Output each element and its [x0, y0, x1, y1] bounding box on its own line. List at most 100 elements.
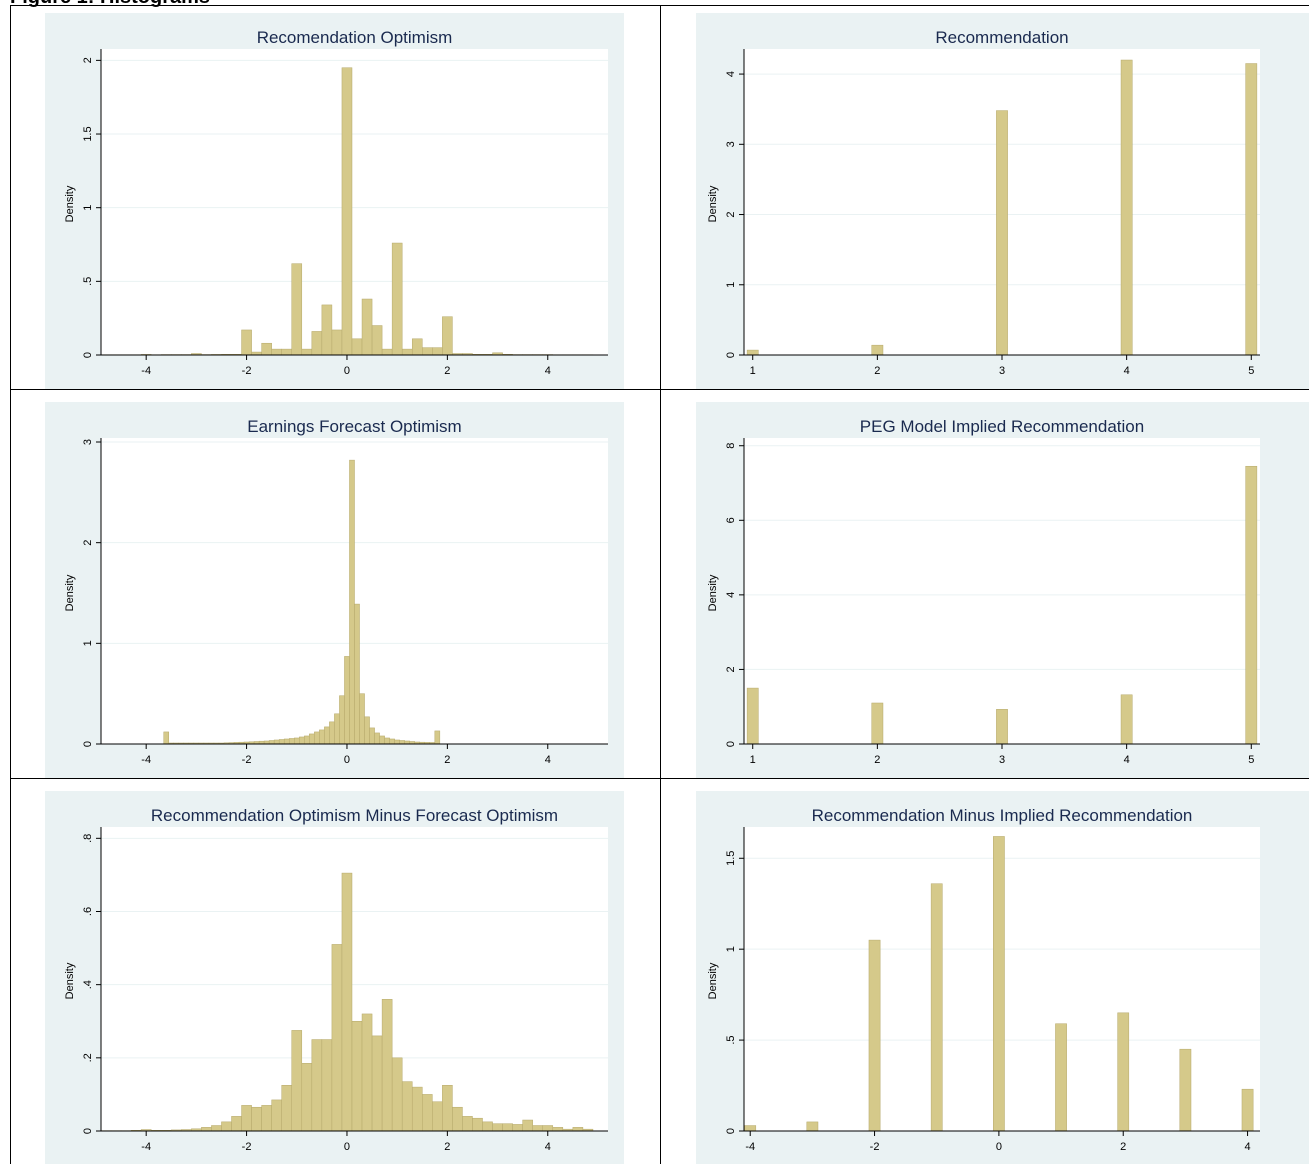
- histogram-bar: [371, 325, 383, 356]
- plot-area: [744, 438, 1260, 744]
- x-tick-label: 4: [1245, 1141, 1251, 1153]
- grid-line-left: [10, 5, 11, 1164]
- histogram-bar: [361, 298, 373, 356]
- histogram-bar: [271, 348, 282, 356]
- histogram-bar: [201, 1127, 212, 1132]
- y-axis-label: Density: [64, 962, 76, 999]
- histogram-bar: [434, 730, 441, 745]
- histogram-bar: [321, 1039, 333, 1132]
- histogram-bar: [1055, 1023, 1067, 1132]
- x-tick-label: -4: [141, 1141, 151, 1153]
- histogram-bar: [411, 338, 423, 356]
- chart-title: Recomendation Optimism: [257, 28, 453, 47]
- y-tick-label: 1: [725, 282, 737, 288]
- histogram-bar: [359, 693, 365, 745]
- x-tick-label: -2: [870, 1141, 880, 1153]
- histogram-bar: [871, 702, 884, 745]
- histogram-bar: [304, 735, 310, 745]
- y-axis-label: Density: [64, 185, 76, 222]
- chart-rec-minus-implied-rec: -4 -2 0 2 4 0 .5 1 1.5 Density Recommendation Minu…: [696, 791, 1309, 1164]
- histogram-bar: [344, 656, 350, 745]
- x-tick-label: 5: [1248, 365, 1254, 377]
- histogram-bar: [442, 316, 453, 356]
- y-tick-label: 1.5: [725, 851, 737, 866]
- histogram-bar: [301, 1063, 313, 1132]
- histogram-bar: [462, 1116, 473, 1132]
- histogram-bar: [871, 344, 884, 356]
- histogram-bar: [341, 67, 353, 356]
- y-tick-label: 0: [725, 352, 737, 358]
- histogram-bar: [351, 1020, 363, 1132]
- histogram-bar: [452, 1106, 463, 1132]
- x-tick-label: 2: [444, 754, 450, 766]
- histogram-bar: [211, 1125, 222, 1132]
- x-tick-label: -2: [242, 754, 252, 766]
- histogram-bar: [930, 883, 943, 1132]
- figure-grid: -4 -2 0 2 4 0.5 1 1.5 2 Density Recomendation Opti…: [10, 5, 1309, 1164]
- histogram-bar: [369, 727, 375, 745]
- histogram-bar: [746, 687, 759, 745]
- histogram-bar: [339, 695, 345, 745]
- histogram-bar: [552, 1127, 564, 1132]
- histogram-bar: [806, 1121, 819, 1132]
- histogram-bar: [482, 1121, 493, 1132]
- y-tick-label: 1.5: [82, 126, 94, 141]
- histogram-bar: [314, 731, 320, 745]
- chart-panel-rec-minus-implied-rec: -4 -2 0 2 4 0 .5 1 1.5 Density Recommendation Minu…: [696, 791, 1309, 1164]
- x-tick-label: 4: [545, 365, 551, 377]
- y-tick-label: .2: [82, 1053, 94, 1062]
- histogram-bar: [273, 739, 280, 745]
- histogram-bar: [1120, 59, 1133, 356]
- histogram-bar: [411, 1086, 423, 1132]
- chart-panel-recommendation-optimism: -4 -2 0 2 4 0 .5 1 1.5 2 Density Recomendation Opti…: [45, 13, 624, 389]
- y-axis-label: Density: [707, 962, 719, 999]
- histogram-bar: [288, 738, 295, 745]
- chart-panel-earnings-forecast-optimism: -4 -2 0 2 4 0 1 2 3 Density Earnings Forecast Opti…: [45, 402, 624, 778]
- histogram-bar: [401, 1081, 413, 1132]
- histogram-bar: [1245, 63, 1258, 356]
- x-tick-label: 4: [1124, 754, 1130, 766]
- x-tick-label: 3: [999, 365, 1005, 377]
- y-tick-label: 2: [82, 57, 94, 63]
- x-tick-label: 3: [999, 754, 1005, 766]
- x-tick-label: 4: [545, 1141, 551, 1153]
- y-tick-label: 0: [82, 352, 94, 358]
- histogram-bar: [331, 329, 343, 356]
- histogram-bar: [221, 1121, 232, 1132]
- y-tick-label: .6: [82, 907, 94, 916]
- histogram-bar: [329, 721, 335, 745]
- x-tick-label: -4: [141, 754, 151, 766]
- x-tick-label: 2: [874, 754, 880, 766]
- x-tick-label: 2: [444, 365, 450, 377]
- histogram-bar: [364, 716, 370, 745]
- x-tick-label: 5: [1248, 754, 1254, 766]
- histogram-bar: [271, 1099, 282, 1132]
- x-tick-label: -2: [242, 365, 252, 377]
- histogram-bar: [1120, 694, 1133, 745]
- histogram-bar: [522, 1119, 533, 1132]
- histogram-bar: [542, 1125, 554, 1132]
- histogram-bar: [331, 944, 343, 1132]
- x-tick-label: 1: [750, 365, 756, 377]
- histogram-bar: [241, 1105, 252, 1132]
- histogram-bar: [371, 1035, 383, 1132]
- histogram-bar: [361, 1013, 373, 1132]
- histogram-bar: [281, 348, 293, 356]
- histogram-bar: [572, 1127, 584, 1132]
- histogram-bar: [389, 738, 395, 745]
- histogram-bar: [746, 349, 759, 356]
- x-tick-label: 0: [996, 1141, 1002, 1153]
- y-tick-label: 0: [82, 741, 94, 747]
- y-axis-label: Density: [64, 574, 76, 611]
- histogram-bar: [996, 110, 1008, 356]
- histogram-bar: [261, 1105, 272, 1132]
- x-tick-label: -4: [745, 1141, 755, 1153]
- histogram-bar: [311, 331, 323, 356]
- histogram-bar: [268, 740, 275, 745]
- histogram-bar: [472, 1117, 483, 1132]
- y-tick-label: 1: [82, 205, 94, 211]
- histogram-bar: [278, 739, 285, 745]
- histogram-bar: [532, 1125, 543, 1132]
- histogram-bar: [324, 726, 330, 745]
- grid-line-row1: [10, 389, 1309, 390]
